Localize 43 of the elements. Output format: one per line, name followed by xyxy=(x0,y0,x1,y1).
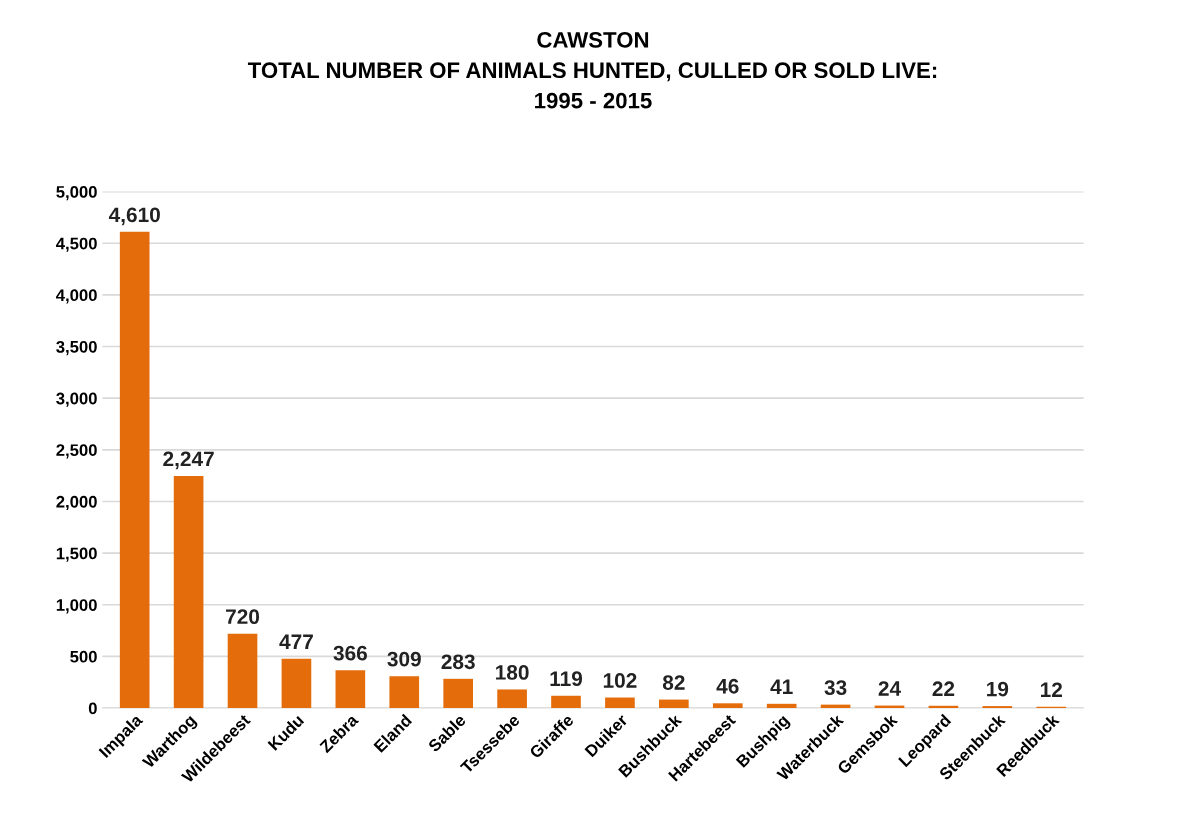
data-label: 720 xyxy=(226,609,260,625)
data-label: 33 xyxy=(824,680,847,695)
bar xyxy=(119,231,150,709)
bar xyxy=(712,703,743,709)
bar xyxy=(281,658,312,709)
data-label: 12 xyxy=(1040,682,1062,697)
y-tick-label: 3,000 xyxy=(56,392,97,407)
bar xyxy=(551,695,581,709)
y-tick-label: 500 xyxy=(70,650,97,663)
data-label: 4,610 xyxy=(108,207,160,226)
bar xyxy=(659,699,689,709)
bar xyxy=(389,676,420,709)
data-label: 477 xyxy=(279,634,313,649)
y-tick-label: 1,000 xyxy=(56,599,97,614)
data-label: 22 xyxy=(932,681,955,696)
bar xyxy=(335,670,366,709)
y-tick-label: 3,500 xyxy=(56,340,97,356)
data-label: 41 xyxy=(770,679,793,694)
bar xyxy=(173,475,204,709)
y-tick-label: 0 xyxy=(88,702,97,715)
data-label: 309 xyxy=(387,651,421,667)
y-tick-label: 2,000 xyxy=(56,495,97,511)
bar xyxy=(605,697,635,709)
data-label: 46 xyxy=(716,678,739,694)
data-label: 102 xyxy=(603,673,637,688)
y-tick-label: 1,500 xyxy=(56,547,97,562)
bar xyxy=(227,633,258,709)
y-tick-label: 4,000 xyxy=(56,289,97,304)
y-tick-label: 2,500 xyxy=(56,444,97,459)
y-tick-label: 4,500 xyxy=(56,237,97,252)
data-label: 2,247 xyxy=(163,451,214,470)
data-label: 119 xyxy=(550,671,583,687)
data-label: 180 xyxy=(496,665,529,680)
chart-title: CAWSTON TOTAL NUMBER OF ANIMALS HUNTED, CULLED OR SOLD LIVE: 1995 - 2015 xyxy=(247,31,937,109)
data-label: 283 xyxy=(441,654,475,670)
data-label: 24 xyxy=(878,681,901,696)
data-label: 19 xyxy=(987,681,1009,697)
bar xyxy=(443,678,474,709)
data-label: 82 xyxy=(662,675,685,690)
y-tick-label: 5,000 xyxy=(56,185,97,201)
bar xyxy=(497,689,527,709)
bar xyxy=(766,703,797,709)
data-label: 366 xyxy=(333,645,367,661)
